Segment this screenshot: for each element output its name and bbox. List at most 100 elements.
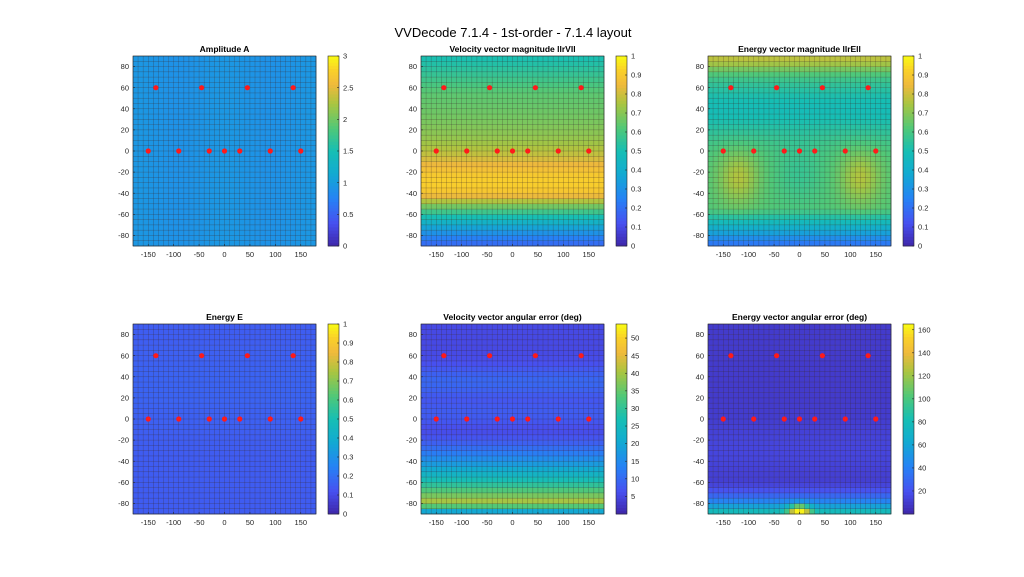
heatmap-cell — [769, 129, 775, 136]
heatmap-cell — [814, 61, 821, 67]
heatmap-cell — [255, 209, 261, 215]
heatmap-cell — [845, 77, 851, 83]
heatmap-cell — [265, 119, 271, 125]
heatmap-cell — [234, 177, 241, 183]
speaker-marker — [494, 148, 500, 154]
heatmap-cell — [723, 166, 729, 173]
heatmap-cell — [461, 193, 468, 199]
heatmap-cell — [718, 66, 724, 73]
heatmap-cell — [718, 187, 724, 194]
heatmap-cell — [214, 140, 220, 147]
heatmap-cell — [738, 219, 744, 226]
heatmap-cell — [219, 461, 225, 467]
heatmap-cell — [748, 103, 755, 110]
heatmap-cell — [708, 240, 714, 247]
heatmap-cell — [305, 71, 312, 78]
heatmap-cell — [199, 166, 205, 173]
heatmap-cell — [158, 387, 164, 393]
heatmap-cell — [199, 408, 205, 415]
heatmap-cell — [214, 114, 220, 120]
heatmap-cell — [153, 92, 159, 99]
heatmap-cell — [178, 240, 185, 247]
heatmap-cell — [265, 387, 271, 393]
heatmap-cell — [548, 71, 554, 78]
heatmap-cell — [794, 177, 800, 183]
colorbar-tick-label: 1 — [631, 52, 635, 61]
heatmap-cell — [835, 82, 841, 88]
heatmap-cell — [204, 498, 210, 504]
heatmap-cell — [850, 161, 856, 168]
heatmap-cell — [517, 66, 523, 73]
heatmap-cell — [578, 145, 584, 152]
heatmap-cell — [870, 209, 877, 215]
heatmap-cell — [168, 371, 174, 378]
heatmap-cell — [219, 182, 225, 189]
heatmap-cell — [558, 209, 564, 215]
heatmap-cell — [280, 193, 286, 199]
heatmap-cell — [188, 209, 195, 215]
heatmap-cell — [588, 182, 595, 189]
heatmap-cell — [814, 182, 821, 189]
heatmap-cell — [280, 66, 286, 73]
heatmap-cell — [133, 129, 139, 136]
heatmap-cell — [763, 71, 770, 78]
heatmap-cell — [204, 161, 210, 168]
heatmap-cell — [497, 119, 503, 125]
heatmap-cell — [753, 161, 760, 168]
heatmap-cell — [426, 235, 432, 242]
heatmap-cell — [178, 419, 185, 425]
heatmap-cell — [239, 450, 246, 457]
panel-re: -150 -100 -50 0 50 100 150806040200-20-40-60-8… — [693, 44, 928, 259]
heatmap-cell — [188, 214, 195, 220]
heatmap-cell — [173, 156, 180, 162]
heatmap-cells — [708, 56, 892, 247]
heatmap-cell — [183, 214, 190, 220]
heatmap-cell — [543, 129, 549, 136]
heatmap-cell — [880, 193, 887, 199]
heatmap-cell — [738, 193, 744, 199]
heatmap-cell — [824, 92, 831, 99]
heatmap-cell — [133, 161, 139, 168]
heatmap-cell — [305, 140, 312, 147]
heatmap-cell — [870, 193, 877, 199]
heatmap-cell — [143, 360, 149, 367]
heatmap-cell — [733, 129, 739, 136]
heatmap-cell — [461, 209, 468, 215]
heatmap-cell — [476, 103, 483, 110]
heatmap-cell — [451, 219, 457, 226]
heatmap-cell — [553, 224, 559, 231]
heatmap-cell — [153, 482, 159, 488]
heatmap-cell — [183, 82, 190, 88]
heatmap-cell — [234, 366, 241, 372]
heatmap-cell — [875, 198, 882, 205]
heatmap-cell — [260, 87, 266, 94]
heatmap-cell — [178, 403, 185, 409]
heatmap-cell — [563, 193, 569, 199]
heatmap-cell — [295, 177, 302, 183]
heatmap-cell — [168, 177, 174, 183]
heatmap-cell — [310, 240, 317, 247]
heatmap-cell — [188, 466, 195, 473]
heatmap-cell — [794, 103, 800, 110]
heatmap-cell — [708, 56, 714, 62]
heatmap-cell — [219, 492, 225, 499]
heatmap-cell — [133, 108, 139, 115]
y-tick-label: -80 — [693, 231, 704, 240]
heatmap-cell — [885, 66, 892, 73]
heatmap-cell — [209, 419, 215, 425]
heatmap-cell — [830, 98, 836, 104]
heatmap-cell — [451, 151, 457, 157]
heatmap-cell — [835, 235, 841, 242]
heatmap-cell — [517, 145, 523, 152]
heatmap-cell — [265, 172, 271, 178]
heatmap-cell — [138, 408, 144, 415]
heatmap-cell — [436, 103, 442, 110]
heatmap-cell — [260, 360, 266, 367]
heatmap-cell — [738, 119, 744, 125]
heatmap-cell — [158, 166, 164, 173]
heatmap-cell — [194, 424, 200, 430]
heatmap-cell — [583, 209, 590, 215]
heatmap-cell — [229, 339, 235, 346]
heatmap-cell — [290, 145, 296, 152]
heatmap-cell — [234, 198, 241, 205]
